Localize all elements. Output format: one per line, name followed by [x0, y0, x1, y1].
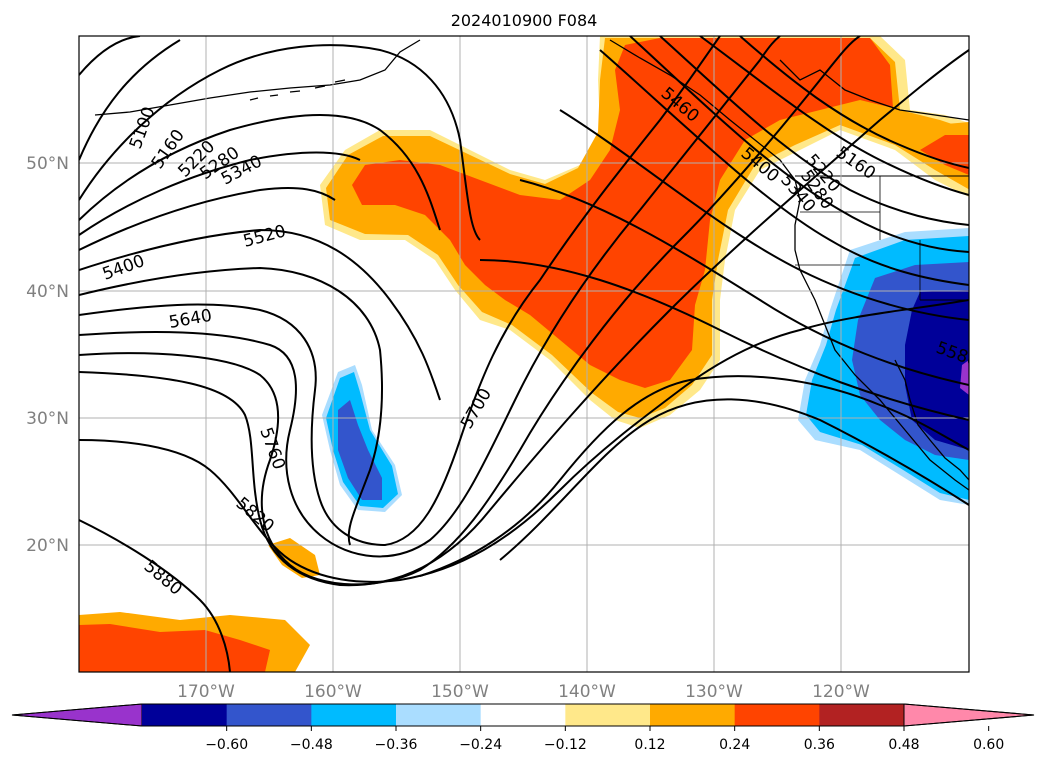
contour-line	[79, 44, 481, 241]
colorbar-tick-label: −0.12	[544, 737, 587, 753]
colorbar-extend-low	[11, 703, 143, 727]
contour-line	[629, 36, 969, 253]
baja-coast	[894, 359, 969, 481]
map-frame	[78, 35, 970, 673]
lon-label-160: 160°W	[304, 682, 362, 702]
colorbar-segment	[650, 704, 736, 726]
longitude-labels: 170°W 160°W 150°W 140°W 130°W 120°W	[177, 682, 870, 702]
contour-line	[419, 375, 969, 577]
contour-line	[79, 114, 441, 231]
main-positive-red	[352, 38, 893, 388]
coastlines	[94, 39, 969, 491]
negative-navy-east	[905, 290, 969, 450]
colorbar-tick-label: −0.48	[290, 737, 333, 753]
colorbar-tick-label: −0.60	[205, 737, 248, 753]
contour-line	[79, 49, 969, 587]
contour-line	[739, 36, 969, 169]
lon-label-140: 140°W	[558, 682, 616, 702]
positive-small-spot	[268, 538, 320, 578]
colorbar-segment	[226, 704, 312, 726]
colorbar-segment	[819, 704, 905, 726]
state-lines	[795, 176, 921, 300]
lat-label-50: 50°N	[26, 154, 69, 174]
alaska-coast	[94, 39, 421, 116]
colorbar: −0.60 −0.48 −0.36 −0.24 −0.12 0.12 0.24 0.36 0.4…	[11, 703, 1035, 753]
contour-line	[79, 519, 231, 672]
contour-line	[79, 266, 383, 546]
contour-line	[519, 179, 969, 386]
lon-label-120: 120°W	[812, 682, 870, 702]
alaska-panhandle-coast	[609, 39, 969, 491]
contour-line	[499, 398, 969, 561]
colorbar-tick-label: 0.60	[973, 737, 1004, 753]
contour-line	[79, 39, 181, 161]
contour-line	[699, 36, 969, 196]
lon-label-130: 130°W	[685, 682, 743, 702]
negative-blue-central	[338, 400, 382, 500]
height-contours	[79, 36, 969, 672]
lat-label-40: 40°N	[26, 282, 69, 302]
contour-line	[479, 259, 969, 421]
colorbar-tick-label: −0.36	[375, 737, 418, 753]
colorbar-tick-label: 0.24	[719, 737, 750, 753]
contour-line	[79, 36, 781, 558]
colorbar-tick-label: 0.48	[888, 737, 919, 753]
contour-line	[79, 228, 441, 401]
colorbar-extend-high	[903, 703, 1035, 727]
contour-line	[79, 36, 141, 76]
lat-label-20: 20°N	[26, 536, 69, 556]
lat-label-30: 30°N	[26, 409, 69, 429]
colorbar-tick-label: 0.12	[634, 737, 665, 753]
colorbar-segment	[142, 704, 228, 726]
contour-line	[559, 109, 969, 321]
map-title: 2024010900 F084	[451, 11, 598, 30]
contour-line	[659, 36, 969, 226]
colorbar-outline	[11, 703, 1035, 727]
lon-label-150: 150°W	[431, 682, 489, 702]
aleutian-islands	[249, 79, 346, 101]
canada-coast-north	[779, 59, 969, 121]
colorbar-segment	[734, 704, 820, 726]
colorbar-segment	[396, 704, 482, 726]
contour-line	[79, 151, 361, 236]
latitude-labels: 20°N 30°N 40°N 50°N	[26, 154, 69, 556]
colorbar-tick-label: −0.24	[459, 737, 502, 753]
colorbar-segment	[480, 704, 566, 726]
map-area: 5100 5160 5220 5280 5340 5400 5520 5640 …	[79, 36, 969, 672]
contour-line	[599, 49, 969, 286]
contour-line	[79, 36, 721, 547]
colorbar-segment	[565, 704, 651, 726]
negative-purple-east	[960, 360, 969, 395]
lon-label-170: 170°W	[177, 682, 235, 702]
colorbar-tick-label: 0.36	[804, 737, 835, 753]
contour-line	[79, 187, 336, 251]
colorbar-segment	[311, 704, 397, 726]
contour-line	[79, 299, 969, 583]
gridlines	[79, 36, 969, 672]
